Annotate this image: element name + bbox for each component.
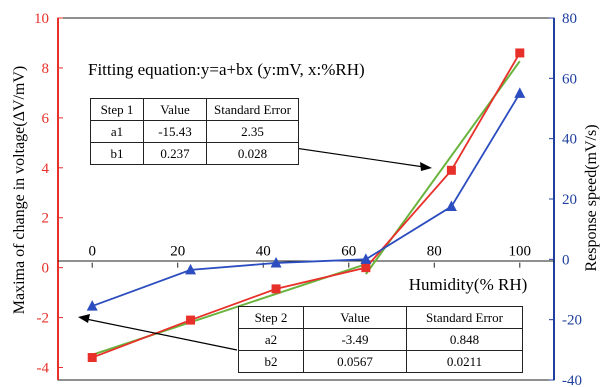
table-cell: b2 (238, 350, 304, 373)
speed-series-point (514, 87, 526, 98)
table-cell: 0.028 (206, 142, 299, 165)
speed-series-point (445, 200, 457, 212)
y-right-tick-label: 20 (562, 192, 577, 208)
table-header-cell: Step 1 (90, 98, 144, 121)
y-left-tick-label: 6 (42, 111, 50, 127)
arrow-step1-head (420, 162, 432, 171)
table-cell: a2 (238, 328, 304, 351)
arrow-step2-head (78, 314, 90, 323)
y-left-tick-label: -2 (37, 311, 50, 327)
voltage-series-line (91, 52, 521, 359)
table-cell: a1 (90, 120, 144, 143)
table-row: b2 0.0567 0.0211 (238, 350, 523, 373)
table-cell: 0.237 (143, 142, 207, 165)
y-right-tick-label: 40 (562, 132, 577, 148)
voltage-series-point (271, 284, 281, 294)
table-header-cell: Step 2 (238, 306, 304, 329)
table-cell: 2.35 (206, 120, 299, 143)
series-layer (86, 48, 526, 363)
x-tick-label: 80 (427, 244, 442, 260)
y-right-tick-label: -20 (562, 313, 582, 329)
voltage-series-point (87, 353, 97, 363)
y-left-tick-label: 10 (34, 11, 49, 27)
speed-series-line (91, 92, 521, 307)
voltage-series-point (361, 263, 371, 273)
table-header-cell: Value (143, 98, 207, 121)
y-right-tick-label: 80 (562, 11, 577, 27)
y-left-tick-label: 2 (42, 211, 50, 227)
table-cell: -15.43 (143, 120, 207, 143)
fit-table-step1: Step 1 Value Standard Error a1 -15.43 2.… (90, 98, 299, 165)
speed-series-point (185, 263, 197, 275)
y-right-tick-label: -40 (562, 373, 582, 387)
fit-equation: Fitting equation:y=a+bx (y:mV, x:%RH) (88, 60, 365, 79)
table-cell: 0.0567 (303, 350, 407, 373)
fit-table-step2: Step 2 Value Standard Error a2 -3.49 0.8… (238, 306, 523, 373)
x-tick-label: 60 (341, 244, 356, 260)
table-cell: -3.49 (303, 328, 407, 351)
x-tick-label: 0 (88, 244, 96, 260)
voltage-series-point (186, 315, 196, 325)
y-left-tick-label: 8 (42, 61, 50, 77)
y-right-tick-label: 0 (562, 252, 570, 268)
x-tick-label: 20 (170, 244, 185, 260)
y-left-tick-label: -4 (37, 361, 50, 377)
y-right-axis-label: Response speed(mV/s) (583, 124, 600, 271)
x-tick-label: 100 (509, 244, 532, 260)
speed-series-point (360, 253, 372, 264)
table-header-cell: Value (303, 306, 407, 329)
table-header-cell: Standard Error (206, 98, 299, 121)
table-row: b1 0.237 0.028 (90, 142, 299, 165)
y-left-tick-label: 0 (42, 261, 50, 277)
voltage-series-point (515, 48, 525, 58)
table-cell: b1 (90, 142, 144, 165)
table-row: a1 -15.43 2.35 (90, 120, 299, 143)
y-right-tick-label: 60 (562, 71, 577, 87)
y-left-tick-label: 4 (42, 161, 50, 177)
table-header-cell: Standard Error (406, 306, 523, 329)
table-row: a2 -3.49 0.848 (238, 328, 523, 351)
speed-series-point (270, 256, 282, 268)
arrow-step2 (85, 318, 238, 351)
x-axis-label: Humidity(% RH) (409, 275, 528, 294)
speed-series-point (86, 300, 98, 311)
voltage-series-point (446, 165, 456, 175)
table-cell: 0.848 (406, 328, 523, 351)
table-cell: 0.0211 (406, 350, 523, 373)
x-tick-label: 40 (256, 244, 271, 260)
table-header-row: Step 1 Value Standard Error (90, 98, 299, 121)
table-header-row: Step 2 Value Standard Error (238, 306, 523, 329)
y-left-axis-label: Maxima of change in voltage(ΔV/mV) (11, 66, 28, 314)
